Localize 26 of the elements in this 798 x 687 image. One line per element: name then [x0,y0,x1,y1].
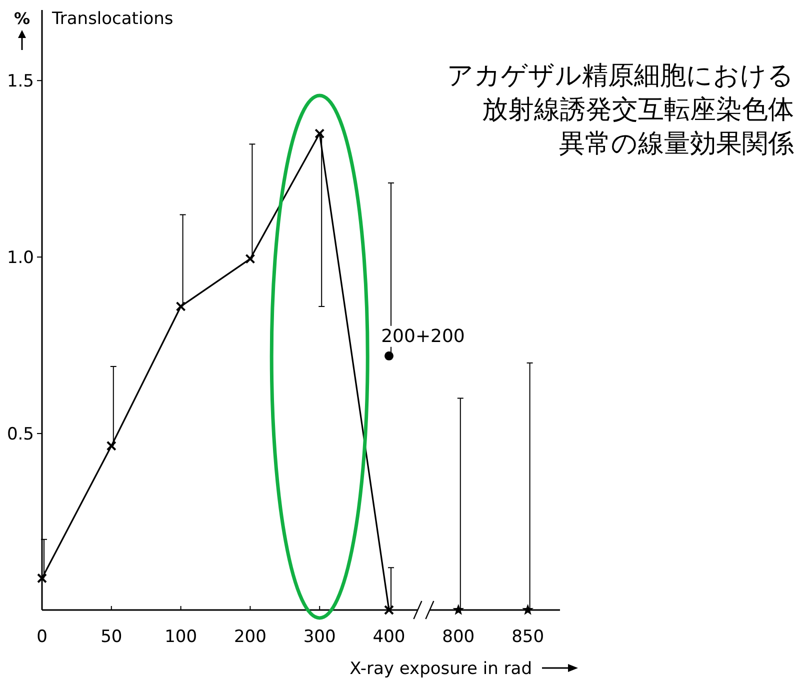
text: 放射線誘発交互転座染色体異常の線量効果関係 [482,95,794,159]
x-tick-label: 300 [303,627,336,647]
point [522,604,534,615]
annotation: 200+200 [381,326,465,347]
x-axis-title: X-ray exposure in rad [350,659,532,679]
text: アカゲザル精原細胞における [447,61,794,91]
point [37,573,47,584]
point [314,128,325,139]
point [106,440,116,451]
x-tick-label: 800 [442,627,475,647]
point [176,301,186,312]
y-tick-label: 0.5 [6,424,34,445]
x-tick-label: 850 [512,627,544,647]
point [384,605,394,615]
y-tick-label: 1.5 [6,72,34,92]
x-tick-label: 200 [234,627,266,647]
x-tick-label: 100 [164,627,198,647]
y-axis-title: % [14,9,30,28]
x-tick-label: 50 [100,627,122,647]
point [452,604,464,615]
x-tick-label: 400 [372,627,406,647]
y-tick-label: 1.0 [6,248,34,268]
point [384,351,394,360]
annotation: Translocations [51,9,174,29]
x-tick-label: 0 [36,627,48,647]
point [245,254,256,264]
